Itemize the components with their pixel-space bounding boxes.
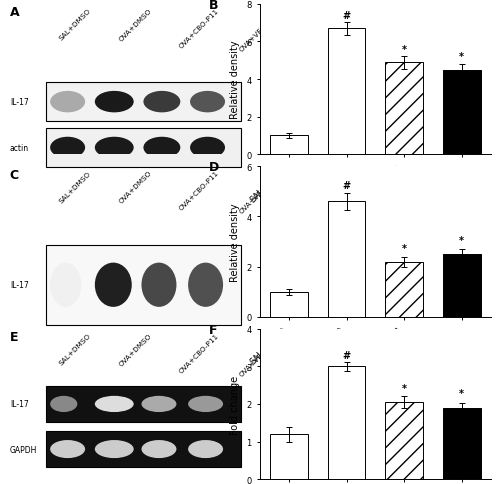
- Ellipse shape: [95, 263, 132, 307]
- Text: #: #: [343, 350, 351, 360]
- Text: OVA+CBO-P11: OVA+CBO-P11: [178, 8, 220, 49]
- Text: IL-17: IL-17: [10, 98, 29, 107]
- Text: SAL+DMSO: SAL+DMSO: [59, 8, 92, 42]
- Ellipse shape: [143, 91, 181, 113]
- Text: OVA+DMSO: OVA+DMSO: [119, 170, 153, 205]
- Text: SAL+DMSO: SAL+DMSO: [59, 170, 92, 204]
- Bar: [443, 71, 481, 155]
- Ellipse shape: [188, 263, 223, 307]
- Ellipse shape: [141, 263, 177, 307]
- Ellipse shape: [188, 396, 223, 412]
- Ellipse shape: [50, 440, 85, 458]
- Text: E: E: [10, 331, 18, 344]
- Ellipse shape: [95, 396, 134, 412]
- Ellipse shape: [141, 440, 177, 458]
- Ellipse shape: [190, 137, 225, 159]
- Text: *: *: [402, 45, 407, 55]
- Text: IL-17: IL-17: [10, 400, 29, 408]
- Bar: [328, 366, 365, 479]
- Text: actin: actin: [10, 144, 29, 152]
- Text: *: *: [402, 243, 407, 253]
- Bar: [46, 386, 241, 422]
- Text: B: B: [209, 0, 218, 12]
- Text: #: #: [343, 11, 351, 21]
- Text: OVA+DMSO: OVA+DMSO: [119, 332, 153, 367]
- Bar: [385, 262, 423, 317]
- Ellipse shape: [50, 396, 77, 412]
- Text: GAPDH: GAPDH: [10, 445, 37, 454]
- Text: D: D: [209, 161, 219, 174]
- Ellipse shape: [141, 396, 177, 412]
- Bar: [46, 431, 241, 467]
- Ellipse shape: [190, 91, 225, 113]
- Ellipse shape: [50, 263, 81, 307]
- Ellipse shape: [95, 91, 134, 113]
- Text: A: A: [10, 6, 19, 19]
- Bar: [443, 255, 481, 317]
- Text: *: *: [402, 383, 407, 393]
- Y-axis label: Fold change: Fold change: [231, 375, 241, 434]
- Bar: [328, 29, 365, 155]
- Bar: [46, 83, 241, 122]
- Bar: [385, 402, 423, 479]
- Ellipse shape: [95, 440, 134, 458]
- Text: #: #: [343, 181, 351, 191]
- Text: F: F: [209, 323, 217, 336]
- Y-axis label: Relative density: Relative density: [231, 41, 241, 119]
- Bar: [328, 202, 365, 317]
- Text: C: C: [10, 168, 19, 182]
- Text: *: *: [459, 52, 464, 62]
- Bar: [385, 63, 423, 155]
- Y-axis label: Relative density: Relative density: [231, 203, 241, 281]
- Text: *: *: [459, 236, 464, 246]
- Bar: [443, 408, 481, 479]
- Text: OVA+CBO-P11: OVA+CBO-P11: [178, 332, 220, 374]
- Ellipse shape: [188, 440, 223, 458]
- Ellipse shape: [95, 137, 134, 159]
- Text: OVA+CBO-P11: OVA+CBO-P11: [178, 170, 220, 212]
- Bar: [270, 292, 308, 317]
- Ellipse shape: [143, 137, 181, 159]
- Text: OVA+VEGF-Trap: OVA+VEGF-Trap: [238, 332, 283, 377]
- Ellipse shape: [50, 137, 85, 159]
- Text: SAL+DMSO: SAL+DMSO: [59, 332, 92, 366]
- Text: OVA+VEGF-Trap: OVA+VEGF-Trap: [238, 8, 283, 53]
- Text: OVA+DMSO: OVA+DMSO: [119, 8, 153, 43]
- Text: *: *: [459, 389, 464, 398]
- Ellipse shape: [50, 91, 85, 113]
- Bar: [270, 136, 308, 155]
- Bar: [270, 434, 308, 479]
- Text: IL-17: IL-17: [10, 281, 29, 289]
- Bar: [46, 245, 241, 325]
- Text: OVA+VEGF-Trap: OVA+VEGF-Trap: [238, 170, 283, 215]
- Bar: [46, 129, 241, 167]
